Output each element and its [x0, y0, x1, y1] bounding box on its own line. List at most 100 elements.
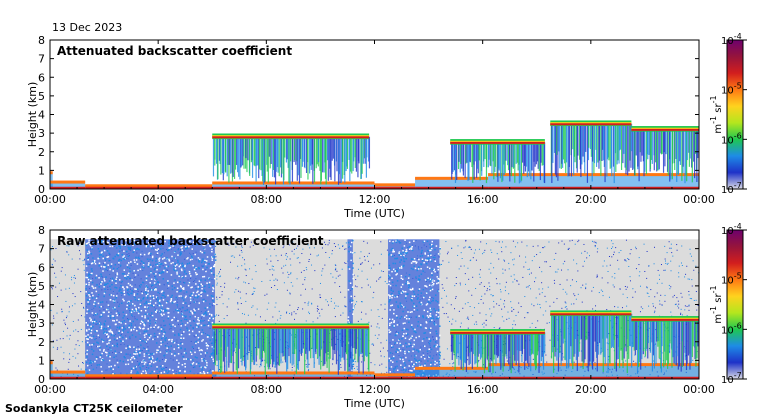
fall-streak [345, 136, 347, 172]
noise-block-speckle [430, 348, 433, 351]
noise-block-speckle [188, 270, 191, 273]
noise-speckle [518, 302, 520, 304]
noise-speckle [665, 260, 667, 262]
noise-block-speckle [126, 286, 128, 288]
noise-speckle [325, 299, 327, 301]
noise-block-speckle [146, 330, 148, 332]
noise-block-speckle [146, 286, 149, 289]
noise-block-speckle [103, 322, 106, 325]
noise-speckle [285, 264, 287, 266]
fall-streak [472, 142, 474, 183]
noise-speckle [468, 246, 470, 248]
noise-block-speckle [408, 273, 411, 276]
noise-block-speckle [156, 268, 158, 271]
noise-block-speckle [434, 360, 436, 363]
noise-block-speckle [138, 362, 141, 365]
fall-streak [634, 129, 636, 176]
noise-speckle [512, 324, 514, 326]
noise-speckle [83, 259, 85, 261]
noise-block-speckle [125, 313, 128, 316]
noise-speckle [670, 247, 672, 249]
noise-block-speckle [408, 350, 410, 353]
noise-block-speckle [145, 348, 148, 351]
noise-speckle [82, 362, 84, 364]
noise-block-speckle [131, 308, 134, 311]
noise-block-speckle [139, 268, 142, 271]
noise-block-speckle [145, 279, 148, 281]
noise-block-speckle [403, 362, 406, 364]
noise-block-speckle [396, 257, 399, 260]
noise-speckle [541, 292, 543, 294]
noise-block-speckle [91, 292, 93, 294]
noise-block-speckle [202, 244, 205, 247]
noise-speckle [293, 311, 295, 313]
noise-block-speckle [158, 260, 161, 262]
noise-block-speckle [117, 252, 120, 255]
noise-speckle [439, 253, 441, 255]
noise-block-speckle [115, 278, 117, 280]
noise-block-speckle [187, 284, 190, 287]
noise-block-speckle [207, 262, 210, 265]
noise-block-speckle [91, 270, 93, 272]
noise-block-speckle [424, 362, 426, 365]
noise-speckle [335, 246, 337, 248]
noise-block-speckle [433, 345, 435, 348]
noise-block-speckle [143, 327, 145, 330]
fall-streak [534, 142, 536, 167]
noise-block-speckle [410, 372, 412, 374]
noise-speckle [502, 272, 504, 274]
noise-block-speckle [132, 240, 135, 243]
noise-block-speckle [412, 328, 414, 330]
noise-block-speckle [429, 307, 432, 310]
noise-speckle [678, 307, 680, 309]
noise-block-speckle [439, 334, 441, 337]
noise-block-speckle [126, 289, 129, 292]
noise-block-speckle [167, 265, 169, 268]
noise-block-speckle [430, 361, 432, 364]
noise-speckle [478, 273, 480, 275]
noise-block-speckle [411, 248, 413, 250]
noise-block-speckle [164, 331, 166, 334]
noise-speckle [446, 253, 448, 255]
noise-block-speckle [392, 324, 394, 327]
noise-speckle [612, 246, 614, 248]
noise-block-speckle [193, 308, 195, 311]
noise-speckle [673, 294, 675, 296]
noise-block-speckle [179, 372, 181, 374]
noise-block-speckle [174, 279, 176, 281]
noise-speckle [297, 257, 299, 259]
noise-speckle [356, 301, 358, 303]
noise-speckle [664, 294, 666, 296]
noise-block-speckle [107, 264, 110, 266]
noise-speckle [480, 282, 482, 284]
noise-speckle [459, 282, 461, 284]
noise-speckle [77, 268, 79, 270]
noise-block-speckle [190, 255, 193, 258]
noise-block-speckle [207, 319, 210, 322]
noise-block-speckle [91, 262, 94, 264]
noise-block-speckle [102, 255, 104, 257]
noise-block-speckle [211, 342, 213, 344]
noise-block-speckle [415, 261, 418, 264]
noise-block-speckle [352, 363, 355, 366]
noise-block-speckle [201, 333, 203, 335]
noise-block-speckle [204, 291, 207, 293]
noise-block-speckle [133, 353, 135, 355]
noise-block-speckle [188, 262, 191, 264]
noise-block-speckle [163, 269, 165, 272]
noise-speckle [678, 276, 680, 278]
noise-block-speckle [436, 350, 439, 353]
noise-block-speckle [212, 358, 214, 360]
noise-speckle [239, 291, 241, 293]
noise-speckle [624, 260, 626, 262]
noise-block-speckle [208, 286, 210, 289]
noise-block-speckle [429, 314, 431, 317]
noise-speckle [334, 282, 336, 284]
noise-block-speckle [144, 306, 147, 308]
noise-block-speckle [100, 281, 102, 284]
noise-block-speckle [142, 370, 144, 373]
fall-streak [263, 136, 266, 183]
noise-block-speckle [428, 348, 430, 350]
noise-block-speckle [113, 373, 116, 375]
noise-speckle [525, 256, 527, 258]
